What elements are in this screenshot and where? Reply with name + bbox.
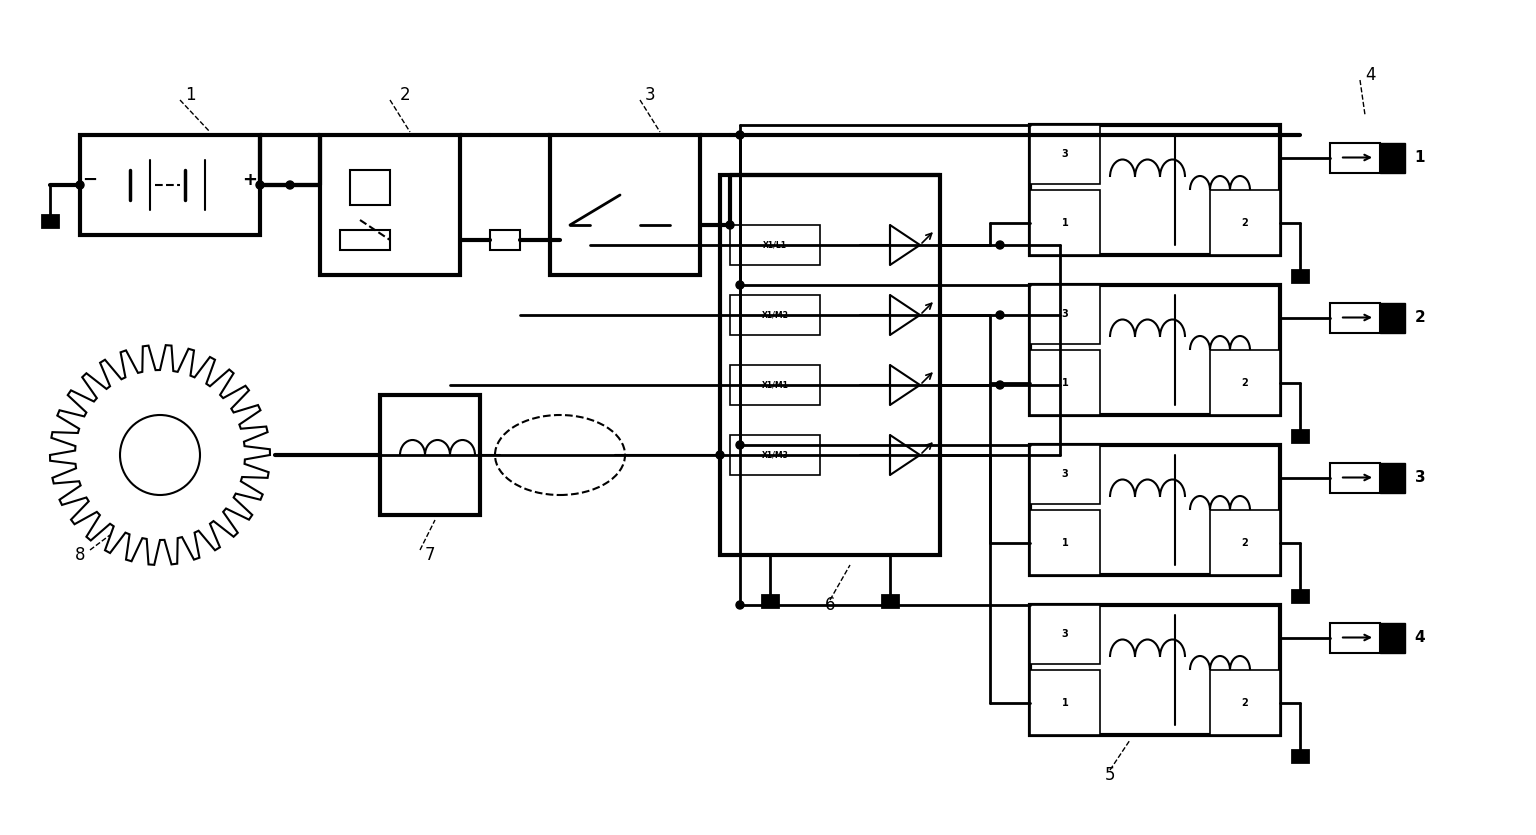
Circle shape: [736, 441, 743, 449]
Text: X1/M1: X1/M1: [762, 381, 788, 389]
Bar: [1379, 143, 1405, 173]
Text: 6: 6: [825, 596, 836, 614]
Text: 1: 1: [1061, 538, 1069, 548]
Text: 2: 2: [1241, 697, 1249, 707]
Bar: [1292, 270, 1309, 282]
Text: X1/M3: X1/M3: [762, 451, 788, 459]
Text: 7: 7: [425, 546, 435, 564]
Text: 5: 5: [1104, 766, 1115, 784]
Bar: [1330, 623, 1379, 652]
Text: 2: 2: [399, 86, 410, 104]
Bar: [720, 175, 940, 555]
Bar: [1031, 445, 1279, 575]
Ellipse shape: [495, 415, 625, 495]
Bar: [1330, 302, 1379, 332]
Text: X1/L1: X1/L1: [763, 240, 786, 250]
Bar: [1292, 590, 1309, 602]
Text: 1: 1: [1415, 150, 1425, 165]
Text: 2: 2: [1241, 217, 1249, 227]
Bar: [730, 365, 820, 405]
Text: +: +: [243, 171, 258, 189]
Bar: [1379, 623, 1405, 652]
Bar: [339, 230, 390, 250]
Bar: [1031, 350, 1100, 415]
Text: 1: 1: [1061, 217, 1069, 227]
Text: 8: 8: [75, 546, 86, 564]
Bar: [1292, 430, 1309, 442]
Text: −: −: [83, 171, 98, 189]
Circle shape: [736, 281, 743, 289]
Text: 3: 3: [1061, 149, 1069, 159]
Bar: [80, 135, 260, 235]
Bar: [1210, 510, 1279, 575]
Text: 2: 2: [1415, 310, 1425, 325]
Bar: [762, 595, 779, 607]
Bar: [730, 435, 820, 475]
Bar: [1031, 125, 1279, 255]
Bar: [1031, 510, 1100, 575]
Text: 3: 3: [1415, 470, 1425, 485]
Text: 3: 3: [1061, 629, 1069, 639]
Circle shape: [75, 181, 84, 189]
Bar: [490, 230, 521, 250]
Text: 4: 4: [1366, 66, 1375, 84]
Bar: [41, 215, 58, 227]
Bar: [350, 170, 390, 205]
Bar: [1031, 190, 1100, 255]
Bar: [1379, 463, 1405, 493]
Text: 2: 2: [1241, 538, 1249, 548]
Bar: [1379, 302, 1405, 332]
Circle shape: [995, 381, 1005, 389]
Bar: [379, 395, 481, 515]
Circle shape: [727, 221, 734, 229]
Bar: [730, 295, 820, 335]
Circle shape: [257, 181, 264, 189]
Bar: [319, 135, 459, 275]
Bar: [1031, 670, 1100, 735]
Text: 3: 3: [1061, 468, 1069, 478]
Circle shape: [995, 241, 1005, 249]
Circle shape: [736, 131, 743, 139]
Text: 3: 3: [1061, 309, 1069, 319]
Bar: [1210, 670, 1279, 735]
Bar: [1031, 605, 1279, 735]
Bar: [550, 135, 700, 275]
Circle shape: [286, 181, 293, 189]
Bar: [1031, 125, 1100, 184]
Bar: [1031, 285, 1100, 343]
Text: X1/M2: X1/M2: [762, 311, 788, 320]
Bar: [1210, 190, 1279, 255]
Bar: [1292, 750, 1309, 762]
Bar: [1330, 143, 1379, 173]
Bar: [1031, 285, 1279, 415]
Bar: [1210, 350, 1279, 415]
Circle shape: [716, 451, 723, 459]
Text: 1: 1: [1061, 377, 1069, 387]
Text: 1: 1: [184, 86, 195, 104]
Text: 2: 2: [1241, 377, 1249, 387]
Bar: [1031, 605, 1100, 664]
Text: 3: 3: [645, 86, 656, 104]
Circle shape: [995, 311, 1005, 319]
Bar: [730, 225, 820, 265]
Circle shape: [736, 601, 743, 609]
Bar: [882, 595, 899, 607]
Text: 4: 4: [1415, 630, 1425, 645]
Bar: [1031, 445, 1100, 504]
Text: 1: 1: [1061, 697, 1069, 707]
Bar: [1330, 463, 1379, 493]
